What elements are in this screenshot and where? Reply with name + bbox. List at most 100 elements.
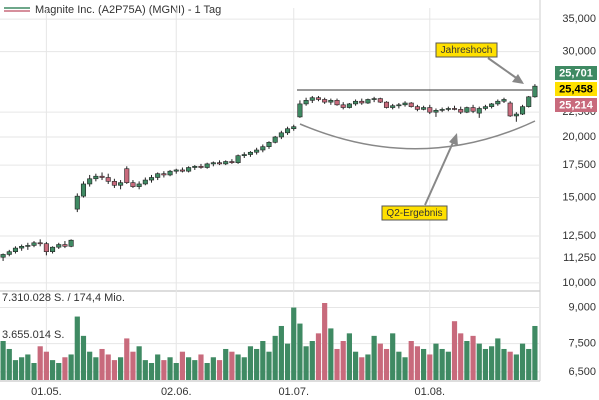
- volume-bar: [179, 351, 186, 380]
- candle-body: [390, 105, 396, 108]
- candle-body: [433, 110, 439, 113]
- candle-body: [254, 149, 260, 153]
- x-tick-label: 02.06.: [161, 386, 192, 398]
- volume-bar: [383, 348, 390, 380]
- candle-body: [520, 106, 526, 115]
- volume-bar: [210, 357, 216, 380]
- candle-body: [56, 244, 62, 248]
- candle-body: [322, 99, 328, 103]
- candle-body: [359, 100, 365, 104]
- curve: [299, 120, 536, 150]
- volume-bar: [25, 354, 31, 380]
- candle-body: [291, 126, 297, 130]
- y-tick-label: 20,000: [562, 131, 596, 143]
- candle-body: [489, 103, 495, 107]
- volume-bar: [192, 360, 198, 380]
- candle-body: [204, 163, 210, 168]
- candle-body: [68, 239, 74, 247]
- volume-label: 7.310.028 S. / 174,4 Mio.: [2, 292, 125, 304]
- y-tick-label: 15,000: [562, 191, 596, 203]
- candle-body: [19, 246, 25, 249]
- candle-body: [223, 161, 229, 165]
- candle-body: [377, 98, 383, 103]
- candle-body: [482, 106, 488, 109]
- volume-bar: [235, 354, 241, 380]
- candle-body: [315, 97, 321, 100]
- candle-body: [155, 173, 161, 178]
- candle-body: [383, 101, 390, 108]
- volume-bar: [433, 343, 439, 380]
- x-tick-label: 01.05.: [31, 386, 62, 398]
- volume-bar: [12, 360, 19, 380]
- y-tick-label: 17,500: [562, 159, 596, 171]
- price-label: 25,214: [559, 99, 594, 111]
- volume-bar: [414, 346, 421, 380]
- candle-body: [0, 254, 6, 258]
- candle-body: [179, 169, 185, 172]
- volume-bar: [105, 354, 111, 380]
- x-tick-label: 01.08.: [414, 386, 445, 398]
- candle-body: [272, 136, 278, 143]
- volume-bar: [99, 348, 105, 380]
- candle-body: [173, 169, 179, 172]
- candle-body: [142, 179, 148, 185]
- volume-bar: [526, 348, 532, 380]
- annotation: Q2-Ergebnis: [386, 208, 442, 219]
- candle-body: [340, 104, 346, 108]
- volume-bar: [501, 348, 507, 380]
- volume-bar: [352, 351, 359, 380]
- volume-bar: [340, 341, 346, 380]
- volume-bar: [142, 360, 148, 380]
- candle-body: [260, 146, 266, 151]
- candle-body: [186, 167, 192, 172]
- candle-body: [229, 161, 235, 163]
- volume-bar: [458, 333, 464, 380]
- volume-bar: [204, 363, 210, 380]
- candle-body: [74, 195, 80, 210]
- volume-bar: [513, 354, 519, 380]
- candle-body: [501, 99, 507, 102]
- candle-body: [161, 173, 167, 176]
- volume-bar: [266, 351, 272, 380]
- volume-bar: [445, 351, 451, 380]
- candle-body: [458, 109, 464, 113]
- price-box: [555, 98, 597, 112]
- candle-body: [167, 170, 173, 176]
- candle-body: [118, 182, 124, 186]
- y-tick-label: 30,000: [562, 45, 596, 57]
- volume-bar: [346, 333, 352, 380]
- volume-bar: [19, 357, 25, 380]
- volume-bar: [371, 335, 377, 380]
- volume-bar: [124, 338, 130, 380]
- candle-body: [439, 109, 445, 111]
- volume-bar: [495, 338, 501, 380]
- price-label: 25,701: [559, 67, 593, 79]
- volume-bar: [272, 335, 278, 380]
- candle-body: [495, 100, 501, 105]
- y-tick-label: 11,250: [563, 252, 596, 264]
- volume-bar: [62, 357, 68, 380]
- volume-bar: [186, 357, 192, 380]
- candle-body: [93, 175, 99, 180]
- annotation-box: [381, 205, 448, 221]
- volume-bar: [427, 354, 433, 380]
- y-tick-label: 12,500: [562, 230, 596, 242]
- volume-bar: [489, 346, 495, 380]
- candle-body: [136, 183, 142, 187]
- arrow-head: [512, 74, 524, 84]
- candle-body: [408, 102, 414, 107]
- candle-body: [285, 128, 291, 134]
- candle-body: [99, 175, 105, 178]
- volume-bar: [278, 325, 284, 380]
- y-tick-label: 35,000: [562, 13, 596, 25]
- candle-body: [192, 165, 198, 168]
- candle-body: [31, 242, 37, 246]
- volume-bar: [93, 357, 99, 380]
- candle-body: [309, 97, 315, 101]
- candle-body: [507, 102, 513, 117]
- y-tick-label: 7,500: [568, 338, 596, 350]
- volume-bar: [377, 343, 383, 380]
- volume-bar: [49, 360, 56, 380]
- arrow: [424, 137, 456, 206]
